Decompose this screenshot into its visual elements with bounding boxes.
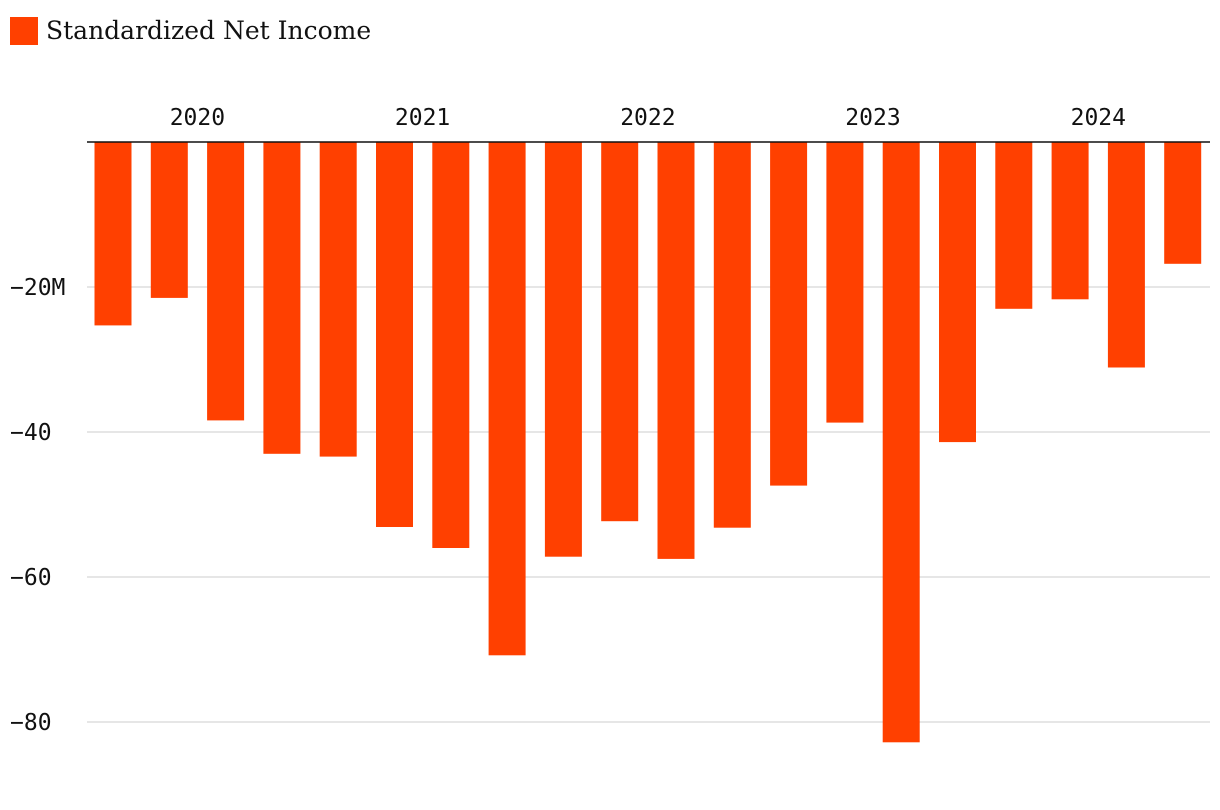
y-tick-label-1: −40 [10,420,52,446]
legend-label: Standardized Net Income [46,16,372,45]
bar-2024-q3 [1107,142,1145,368]
y-axis-tick-labels: −20M −40 −60 −80 [10,275,65,736]
x-year-label-2024: 2024 [1071,105,1126,131]
bar-2020-q2 [150,142,188,298]
y-tick-label-2: −60 [10,565,52,591]
bar-2024-q4 [1164,142,1202,264]
bar-2024-q1 [995,142,1033,309]
legend-swatch [10,16,38,45]
bar-2020-q4 [263,142,301,454]
x-axis-year-labels: 2020 2021 2022 2023 2024 [170,105,1126,131]
bar-2023-q2 [826,142,864,423]
x-year-label-2020: 2020 [170,105,225,131]
bar-2022-q3 [657,142,695,559]
bar-2021-q2 [376,142,413,527]
bar-2023-q4 [939,142,976,443]
legend: Standardized Net Income [10,16,371,45]
x-year-label-2023: 2023 [845,105,900,131]
bar-2022-q4 [713,142,751,528]
bar-2022-q1 [544,142,582,557]
bar-2021-q3 [432,142,470,548]
bar-2021-q4 [488,142,526,656]
y-tick-label-0: −20M [10,275,65,301]
bar-2023-q3 [882,142,920,743]
x-year-label-2022: 2022 [620,105,675,131]
bar-2023-q1 [770,142,808,486]
gridlines [87,286,1210,723]
bar-2021-q1 [319,142,357,457]
bar-2020-q1 [94,142,132,326]
bar-2020-q3 [207,142,245,421]
bar-2022-q2 [601,142,639,522]
bars [94,142,1202,743]
y-tick-label-3: −80 [10,710,52,736]
x-year-label-2021: 2021 [395,105,450,131]
bar-2024-q2 [1051,142,1089,300]
